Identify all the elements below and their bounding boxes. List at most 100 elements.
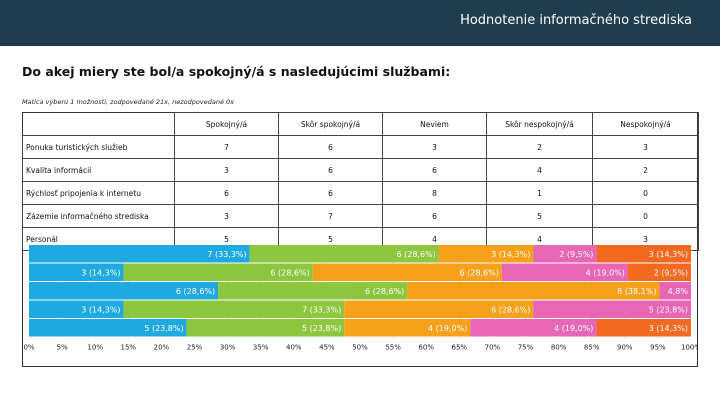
- bar-segment: [29, 263, 124, 281]
- table-cell: 8: [382, 181, 487, 205]
- table-cell: 0: [592, 204, 699, 228]
- bar-segment: [659, 282, 691, 300]
- table-header-row: Spokojný/á Skôr spokojný/á Neviem Skôr n…: [22, 112, 699, 136]
- x-tick-label: 30%: [220, 344, 236, 352]
- table-cell: 6: [278, 158, 383, 182]
- x-tick-label: 40%: [286, 344, 302, 352]
- bar-segment: [29, 245, 250, 263]
- table-row: Kvalita informácií 3 6 6 4 2: [22, 158, 699, 182]
- bar-segment: [344, 319, 471, 337]
- bar-segment: [29, 300, 124, 318]
- table-cell: 7: [278, 204, 383, 228]
- bar-segment: [186, 319, 345, 337]
- bar-data-label: 5 (23,8%): [649, 305, 688, 314]
- bar-data-label: 2 (9,5%): [559, 250, 593, 259]
- results-table: Spokojný/á Skôr spokojný/á Neviem Skôr n…: [22, 112, 699, 251]
- bar-data-label: 7 (33,3%): [207, 250, 246, 259]
- column-header: Neviem: [382, 112, 487, 136]
- table-cell: 6: [174, 181, 279, 205]
- x-tick-label: 15%: [121, 344, 137, 352]
- bar-data-label: 6 (28,6%): [397, 250, 436, 259]
- bar-segment: [501, 263, 628, 281]
- table-cell: 0: [592, 181, 699, 205]
- table-cell: 3: [174, 158, 279, 182]
- question-heading: Do akej miery ste bol/a spokojný/á s nas…: [22, 64, 451, 79]
- bar-data-label: 7 (33,3%): [302, 305, 341, 314]
- table-cell: 2: [592, 158, 699, 182]
- column-header: Skôr spokojný/á: [278, 112, 383, 136]
- x-tick-label: 20%: [154, 344, 170, 352]
- x-tick-label: 45%: [319, 344, 335, 352]
- row-label: Ponuka turistických služieb: [22, 135, 175, 159]
- table-row: Rýchlosť pripojenia k internetu 6 6 8 1 …: [22, 181, 699, 205]
- bar-segment: [29, 319, 187, 337]
- bar-segment: [470, 319, 597, 337]
- bar-segment: [627, 263, 691, 281]
- page-title: Hodnotenie informačného strediska: [460, 13, 692, 28]
- column-header: Nespokojný/á: [592, 112, 699, 136]
- x-tick-label: 65%: [452, 344, 468, 352]
- bar-segment: [407, 282, 660, 300]
- bar-data-label: 6 (28,6%): [176, 287, 215, 296]
- bar-segment: [596, 319, 691, 337]
- bar-segment: [312, 263, 502, 281]
- bar-data-label: 6 (28,6%): [491, 305, 530, 314]
- table-cell: 3: [382, 135, 487, 159]
- bar-data-label: 6 (28,6%): [460, 268, 499, 277]
- bar-segment: [218, 282, 408, 300]
- x-tick-label: 5%: [57, 344, 68, 352]
- table-cell: 6: [382, 158, 487, 182]
- table-cell: 1: [486, 181, 593, 205]
- stacked-bar-chart: 0% 5% 10% 15% 20% 25% 30% 35% 40% 45% 50% 55% 60% 65%…: [23, 245, 698, 352]
- x-tick-label: 95%: [650, 344, 666, 352]
- row-label: Kvalita informácií: [22, 158, 175, 182]
- bar-data-label: 3 (14,3%): [649, 324, 688, 333]
- x-tick-label: 80%: [551, 344, 567, 352]
- table-cell: 6: [278, 181, 383, 205]
- table-cell: 5: [486, 204, 593, 228]
- table-row: Zázemie informačného strediska 3 7 6 5 0: [22, 204, 699, 228]
- bar-data-label: 3 (14,3%): [81, 305, 120, 314]
- bar-segment: [123, 263, 313, 281]
- bar-segment: [533, 300, 691, 318]
- bar-data-label: 4 (19,0%): [586, 268, 625, 277]
- column-header: Spokojný/á: [174, 112, 279, 136]
- bar-data-label: 4 (19,0%): [554, 324, 593, 333]
- bar-data-label: 3 (14,3%): [81, 268, 120, 277]
- column-header: Skôr nespokojný/á: [486, 112, 593, 136]
- x-tick-label: 25%: [187, 344, 203, 352]
- table-cell: 4: [486, 158, 593, 182]
- bar-data-label: 6 (28,6%): [270, 268, 309, 277]
- bar-data-label: 5 (23,8%): [302, 324, 341, 333]
- bar-data-label: 3 (14,3%): [491, 250, 530, 259]
- bar-segment: [344, 300, 534, 318]
- bar-segment: [29, 282, 219, 300]
- bar-data-label: 5 (23,8%): [144, 324, 183, 333]
- table-cell: 3: [174, 204, 279, 228]
- table-cell: 6: [278, 135, 383, 159]
- question-note: Matica výberu 1 možnosti, zodpovedané 21…: [22, 98, 235, 106]
- bar-data-label: 2 (9,5%): [654, 268, 688, 277]
- table-cell: 6: [382, 204, 487, 228]
- bar-data-label: 8 (38,1%): [617, 287, 656, 296]
- x-tick-label: 0%: [23, 344, 34, 352]
- bar-data-label: 4 (19,0%): [428, 324, 467, 333]
- bar-data-label: 6 (28,6%): [365, 287, 404, 296]
- bar-segment: [438, 245, 534, 263]
- x-tick-label: 55%: [385, 344, 401, 352]
- x-tick-label: 100%: [681, 344, 698, 352]
- x-tick-label: 10%: [87, 344, 103, 352]
- header-bar: Hodnotenie informačného strediska: [0, 0, 720, 46]
- row-label: Zázemie informačného strediska: [22, 204, 175, 228]
- x-tick-label: 50%: [352, 344, 368, 352]
- table-cell: 3: [592, 135, 699, 159]
- row-label: Rýchlosť pripojenia k internetu: [22, 181, 175, 205]
- table-cell: 2: [486, 135, 593, 159]
- x-tick-label: 70%: [485, 344, 501, 352]
- x-tick-label: 75%: [518, 344, 534, 352]
- table-corner: [22, 112, 175, 136]
- x-tick-label: 60%: [418, 344, 434, 352]
- bar-segment: [123, 300, 345, 318]
- table-row: Ponuka turistických služieb 7 6 3 2 3: [22, 135, 699, 159]
- table-cell: 7: [174, 135, 279, 159]
